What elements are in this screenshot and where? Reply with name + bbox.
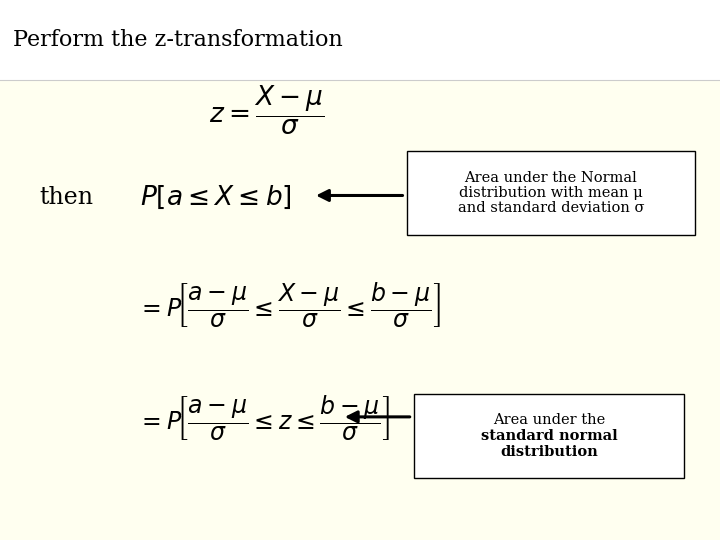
Text: $z = \dfrac{X - \mu}{\sigma}$: $z = \dfrac{X - \mu}{\sigma}$ [209,84,324,137]
Bar [0,0,720,80]
Text: distribution: distribution [500,446,598,459]
Bar [414,394,684,478]
Text: and standard deviation σ: and standard deviation σ [457,201,644,215]
Text: Perform the z-transformation: Perform the z-transformation [13,29,343,51]
Text: $= P\!\left[\dfrac{a-\mu}{\sigma} \leq z \leq \dfrac{b-\mu}{\sigma}\right]$: $= P\!\left[\dfrac{a-\mu}{\sigma} \leq z… [137,394,390,443]
Text: $= P\!\left[\dfrac{a-\mu}{\sigma} \leq \dfrac{X-\mu}{\sigma} \leq \dfrac{b-\mu}{: $= P\!\left[\dfrac{a-\mu}{\sigma} \leq \… [137,280,441,330]
Text: $P\left[a \leq X \leq b\right]$: $P\left[a \leq X \leq b\right]$ [140,184,292,211]
Text: Area under the: Area under the [493,413,605,427]
Text: then: then [40,186,94,208]
Text: Area under the Normal: Area under the Normal [464,171,637,185]
Text: distribution with mean μ: distribution with mean μ [459,186,643,200]
Bar [407,151,695,235]
Text: standard normal: standard normal [481,429,617,443]
